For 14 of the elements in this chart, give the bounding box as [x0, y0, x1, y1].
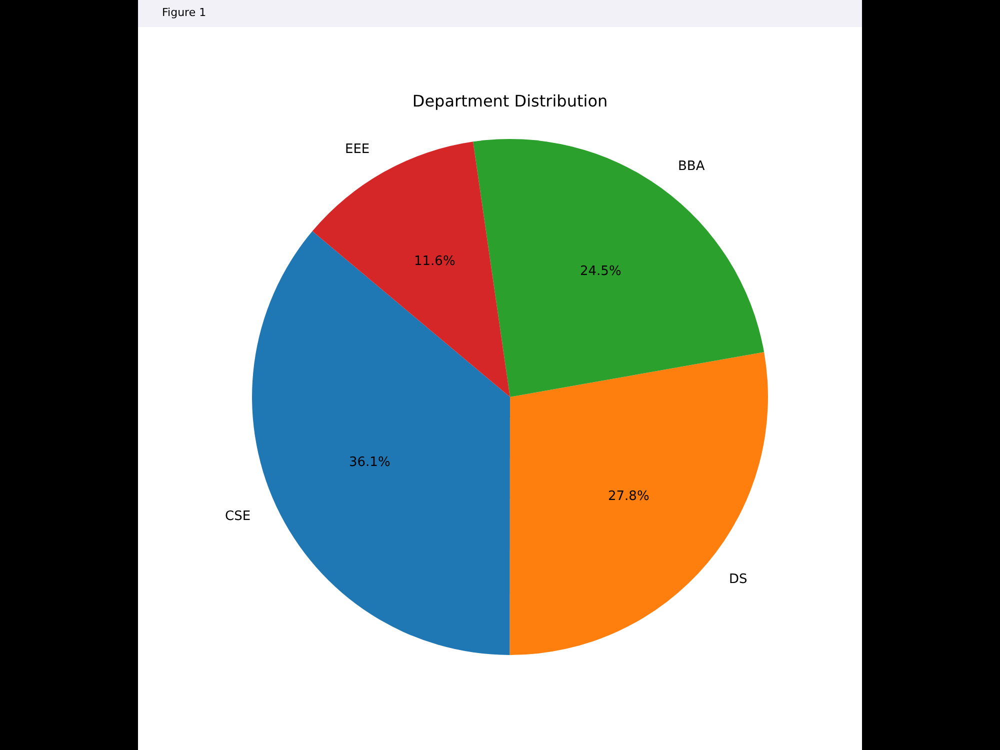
data-label: 24.5% [580, 264, 622, 279]
slice-label: CSE [225, 509, 251, 524]
pie-slice [312, 142, 510, 397]
slice-label: DS [729, 572, 748, 587]
slice-label: BBA [678, 159, 705, 174]
pie-slice [473, 139, 764, 397]
chart-title: Department Distribution [412, 92, 608, 111]
data-label: 11.6% [414, 254, 456, 269]
slice-label: EEE [345, 142, 370, 157]
pie-slice [252, 231, 510, 655]
pie-slice [510, 352, 768, 655]
caption: Figure 1 [162, 6, 206, 19]
data-label: 27.8% [608, 489, 650, 504]
data-label: 36.1% [349, 455, 390, 470]
